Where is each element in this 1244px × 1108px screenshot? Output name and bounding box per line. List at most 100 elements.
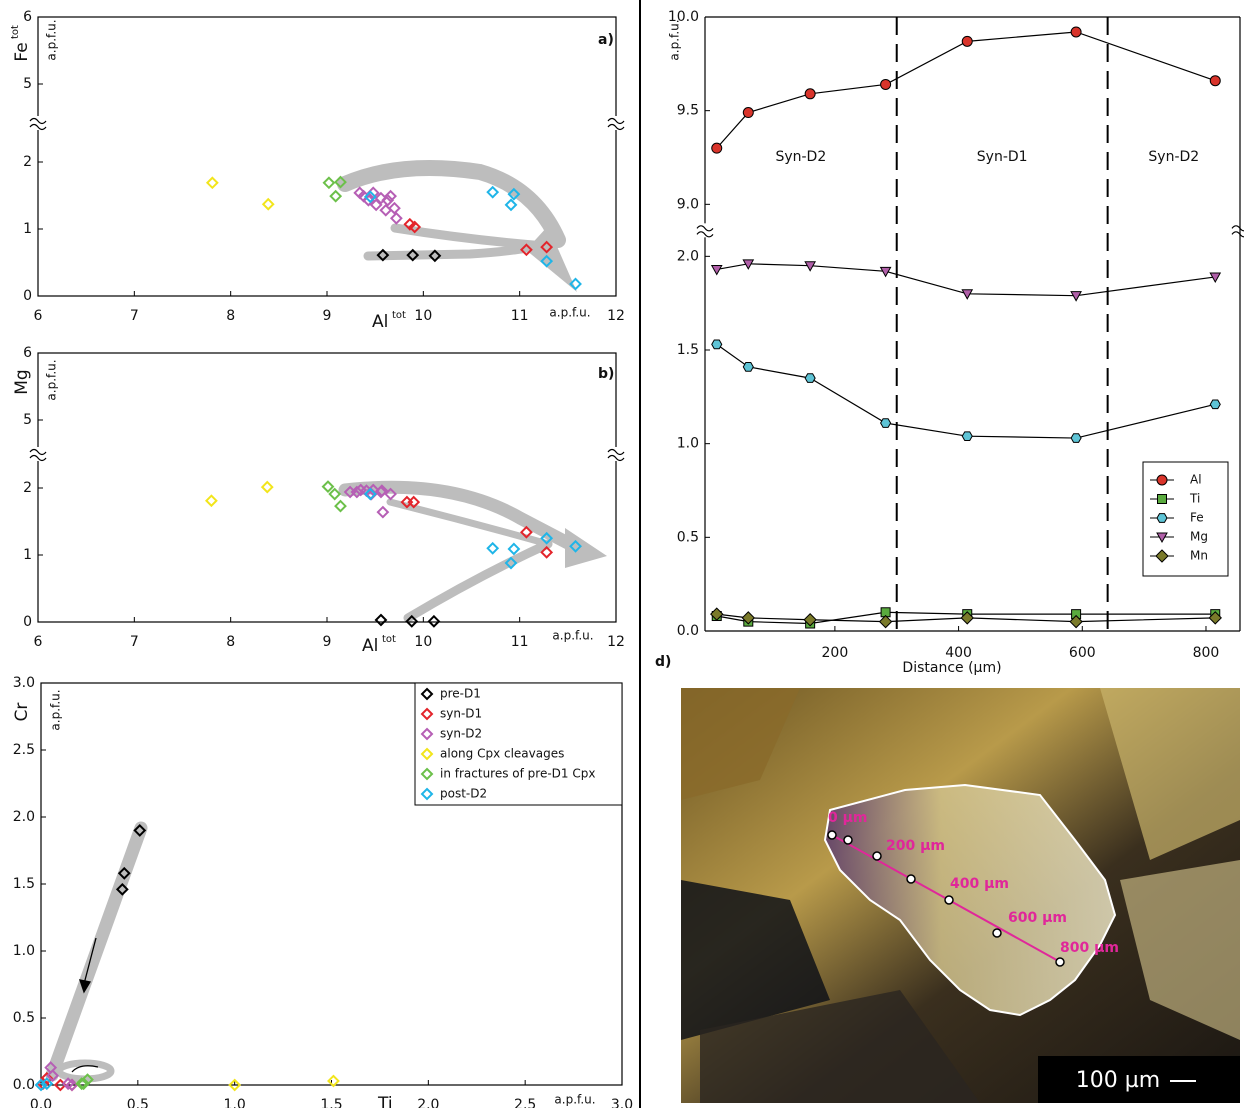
y-tick-label: 1 [23,221,32,237]
y-tick-label: 0 [23,288,32,304]
zone-label: Syn-D2 [1148,149,1199,165]
series-line [717,32,1216,148]
legend-label: Fe [1190,511,1204,525]
data-point [881,419,891,428]
data-point [389,203,399,213]
x-tick-label: 200 [822,645,849,661]
x-tick-label: 10 [414,634,432,650]
distance-label: 600 µm [1008,910,1067,926]
y-axis-label: Mg [12,369,32,394]
figure: 0 µm 200 µm 400 µm 600 µm 800 µm 100 µm … [0,0,1244,1108]
x-axis-unit: a.p.f.u. [554,1093,595,1107]
data-point [1210,76,1220,86]
x-axis-label: Ti [377,1094,393,1108]
data-point [488,187,498,197]
legend-label: pre-D1 [440,687,481,701]
data-point [506,200,516,210]
x-tick-label: 6 [34,634,43,650]
legend-box [1143,462,1228,576]
x-tick-label: 1.0 [224,1097,246,1108]
y-tick-label: 2.0 [13,809,35,825]
x-tick-label: 9 [323,308,332,324]
y-tick-label: 0.5 [677,529,699,545]
y-tick-label: 1.5 [677,342,699,358]
panel-label: d) [655,654,671,670]
x-tick-label: 11 [511,634,529,650]
data-point [391,213,401,223]
data-point [263,199,273,209]
x-tick-label: 11 [511,308,529,324]
legend-label: Al [1190,473,1202,487]
legend-marker [1157,514,1167,523]
data-point [207,178,217,188]
plot-frame [38,17,616,296]
data-point [881,79,891,89]
zone-label: Syn-D2 [775,149,826,165]
data-point [1071,27,1081,37]
arrow-heads [526,226,607,568]
data-point [509,544,519,554]
data-point [330,489,340,499]
x-axis-unit: a.p.f.u. [549,306,590,320]
y-tick-label: 6 [23,9,32,25]
legend-marker [1157,475,1167,485]
y-axis-unit: a.p.f.u. [49,689,63,730]
data-point [378,507,388,517]
data-point [324,178,334,188]
y-tick-label: 6 [23,345,32,361]
data-point [335,501,345,511]
y-tick-label: 9.5 [677,103,699,119]
data-point [743,363,753,372]
scale-bar-label: 100 µm [1076,1068,1160,1093]
distance-label: 200 µm [886,838,945,854]
data-point [712,143,722,153]
y-axis-label: Cr [12,703,32,722]
x-tick-label: 6 [34,308,43,324]
x-tick-label: 7 [130,634,139,650]
x-tick-label: 1.5 [320,1097,342,1108]
x-tick-label: 0.5 [127,1097,149,1108]
x-tick-label: 400 [945,645,972,661]
legend-label: Mn [1190,549,1208,563]
y-axis-unit: a.p.f.u. [668,19,682,60]
x-tick-label: 2.5 [514,1097,536,1108]
y-tick-label: 0.0 [677,623,699,639]
legend-label: post-D2 [440,787,487,801]
y-tick-label: 0.5 [13,1010,35,1026]
data-point [962,432,972,441]
plot-frame [38,353,616,622]
data-point [1071,434,1081,443]
data-point [323,482,333,492]
x-tick-label: 3.0 [611,1097,633,1108]
y-tick-label: 1.0 [13,943,35,959]
legend-label: syn-D2 [440,727,482,741]
y-tick-label: 5 [23,412,32,428]
photomicrograph: 0 µm 200 µm 400 µm 600 µm 800 µm 100 µm [681,688,1240,1103]
data-point [805,89,815,99]
x-axis-label-superscript: tot [392,310,406,321]
legend-label: Mg [1190,530,1208,544]
data-point [743,108,753,118]
data-point [381,205,391,215]
x-axis-label-superscript: tot [382,634,396,645]
data-point [206,496,216,506]
x-tick-label: 7 [130,308,139,324]
series-line [717,344,1216,438]
y-tick-label: 1.0 [677,436,699,452]
data-point [962,36,972,46]
data-point [262,482,272,492]
legend-label: along Cpx cleavages [440,747,564,761]
x-tick-label: 8 [226,634,235,650]
x-tick-label: 9 [323,634,332,650]
panel-label: a) [598,32,614,48]
data-point [880,616,892,628]
y-tick-label: 2.5 [13,742,35,758]
data-point [1210,400,1220,409]
distance-label: 0 µm [828,810,868,826]
x-axis-label: Al [372,312,388,332]
data-point [376,615,386,625]
y-tick-label: 5 [23,76,32,92]
y-tick-label: 0 [23,614,32,630]
legend-label: Ti [1189,492,1200,506]
y-axis-unit: a.p.f.u. [45,19,59,60]
